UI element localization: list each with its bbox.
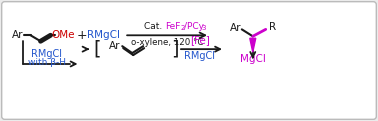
- Text: Ar: Ar: [230, 23, 242, 33]
- Text: 2: 2: [180, 25, 184, 31]
- Text: Ar: Ar: [12, 30, 23, 40]
- Text: FeF: FeF: [165, 22, 180, 31]
- Text: RMgCl: RMgCl: [31, 49, 62, 59]
- Text: OMe: OMe: [52, 30, 75, 40]
- Text: o-xylene, 120 °C: o-xylene, 120 °C: [131, 38, 203, 47]
- Text: ]: ]: [171, 40, 179, 59]
- Text: Ar: Ar: [108, 41, 120, 51]
- Text: MgCl: MgCl: [240, 54, 266, 64]
- Text: RMgCl: RMgCl: [184, 51, 215, 61]
- Text: 3: 3: [201, 25, 206, 31]
- Text: R: R: [269, 22, 276, 32]
- Text: Cat.: Cat.: [144, 22, 165, 31]
- Text: RMgCl: RMgCl: [87, 30, 120, 40]
- Polygon shape: [250, 38, 256, 52]
- FancyBboxPatch shape: [2, 2, 376, 119]
- Text: [: [: [94, 40, 101, 59]
- Text: [Fe]: [Fe]: [190, 35, 210, 45]
- Text: /PCy: /PCy: [184, 22, 204, 31]
- Text: with β-H: with β-H: [28, 58, 65, 68]
- Text: +: +: [77, 29, 88, 42]
